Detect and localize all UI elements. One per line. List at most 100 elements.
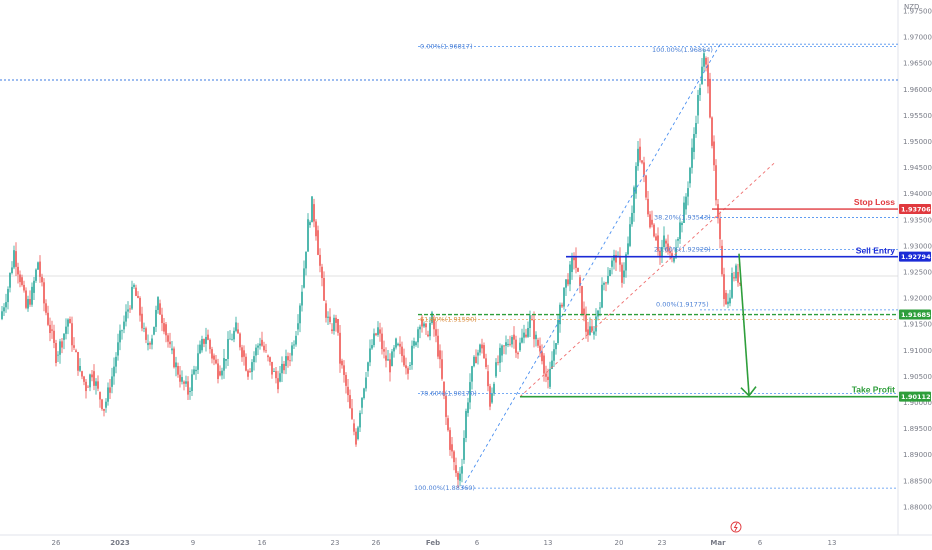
y-tick-label: 1.95000	[903, 138, 932, 146]
candle-body	[149, 342, 151, 345]
trend-line-support	[519, 162, 776, 398]
candle-body	[715, 165, 717, 201]
candle-body	[25, 290, 27, 308]
candle-body	[7, 289, 9, 303]
candle-body	[375, 333, 377, 335]
fib-level-label: 78.60%(1.90170)	[420, 390, 477, 398]
candle-body	[471, 366, 473, 382]
candle-body	[423, 323, 425, 327]
candle-body	[265, 350, 267, 352]
candle-body	[229, 338, 231, 340]
candle-body	[125, 311, 127, 322]
candle-body	[445, 395, 447, 417]
lightning-icon	[733, 522, 738, 532]
candle-body	[401, 346, 403, 356]
candle-body	[717, 204, 719, 219]
candle-body	[281, 363, 283, 374]
candle-body	[87, 386, 89, 388]
candle-body	[103, 409, 105, 411]
candle-body	[563, 287, 565, 307]
candle-body	[699, 88, 701, 96]
candle-body	[651, 219, 653, 225]
candle-body	[129, 308, 131, 310]
candle-body	[387, 359, 389, 361]
candle-body	[541, 351, 543, 362]
y-tick-label: 1.88500	[903, 477, 932, 485]
candle-body	[195, 369, 197, 372]
candle-body	[719, 218, 721, 240]
candle-body	[235, 322, 237, 331]
candle-body	[187, 381, 189, 395]
candle-body	[371, 345, 373, 349]
candle-body	[737, 272, 739, 283]
candle-body	[689, 167, 691, 184]
y-tick-label: 1.93500	[903, 216, 932, 224]
candle-body	[137, 295, 139, 298]
candle-body	[429, 322, 431, 337]
candle-body	[353, 423, 355, 432]
candle-body	[93, 371, 95, 386]
candle-body	[679, 222, 681, 239]
candle-body	[499, 347, 501, 363]
candle-body	[591, 326, 593, 331]
candle-body	[43, 282, 45, 304]
candle-body	[739, 282, 741, 285]
candle-body	[161, 314, 163, 324]
candle-body	[303, 268, 305, 288]
candle-body	[537, 339, 539, 346]
candle-body	[189, 390, 191, 393]
candle-body	[99, 392, 101, 400]
candle-body	[681, 222, 683, 226]
candle-body	[247, 370, 249, 377]
y-tick-label: 1.93000	[903, 242, 932, 250]
candle-body	[631, 212, 633, 225]
candle-body	[157, 297, 159, 310]
candle-body	[675, 247, 677, 258]
candle-body	[601, 284, 603, 308]
candle-body	[547, 376, 549, 381]
candle-body	[121, 330, 123, 332]
candle-body	[561, 304, 563, 307]
candle-body	[545, 373, 547, 377]
x-tick-label: 23	[331, 539, 340, 547]
candle-body	[519, 342, 521, 351]
candle-body	[669, 251, 671, 254]
candle-body	[219, 371, 221, 376]
price-tag	[899, 251, 931, 262]
candle-body	[633, 187, 635, 213]
candle-body	[59, 341, 61, 355]
candle-body	[107, 387, 109, 402]
candle-body	[153, 326, 155, 335]
y-tick-label: 1.97500	[903, 8, 932, 16]
candle-body	[647, 198, 649, 215]
candle-body	[397, 343, 399, 346]
candle-body	[221, 370, 223, 376]
candle-body	[583, 308, 585, 315]
candle-body	[167, 335, 169, 342]
candle-body	[163, 323, 165, 332]
candle-body	[159, 303, 161, 315]
candle-body	[335, 317, 337, 323]
candle-body	[595, 316, 597, 332]
candle-body	[63, 333, 65, 340]
y-tick-label: 1.89000	[903, 451, 932, 459]
candle-body	[723, 274, 725, 299]
candle-body	[555, 343, 557, 350]
candle-body	[17, 266, 19, 275]
candle-body	[649, 214, 651, 228]
y-tick-label: 1.90500	[903, 373, 932, 381]
candle-body	[41, 276, 43, 283]
y-tick-label: 1.90000	[903, 399, 932, 407]
candle-body	[509, 343, 511, 345]
candle-body	[141, 313, 143, 329]
sell-entry-label: Sell Entry	[856, 246, 895, 256]
candle-body	[37, 262, 39, 270]
candle-body	[551, 360, 553, 369]
candle-body	[691, 147, 693, 168]
candle-body	[373, 333, 375, 346]
candle-body	[573, 257, 575, 261]
candle-body	[227, 339, 229, 359]
candle-body	[3, 307, 5, 312]
candle-body	[275, 371, 277, 379]
